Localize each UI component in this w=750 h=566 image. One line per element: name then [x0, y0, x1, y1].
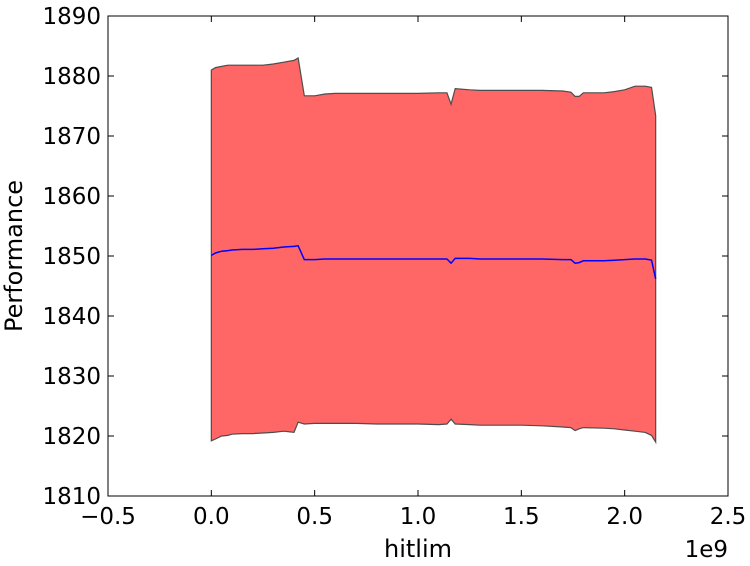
y-tick-label: 1850 [42, 244, 101, 270]
x-tick-labels: −0.5 0.0 0.5 1.0 1.5 2.0 2.5 [80, 504, 746, 530]
mean-line [210, 244, 657, 279]
y-tick-label: 1810 [42, 484, 101, 510]
band-layer [210, 57, 657, 445]
x-tick-label: 1.5 [503, 504, 540, 530]
x-tick-label: 1.0 [400, 504, 437, 530]
x-tick-label: 2.5 [710, 504, 747, 530]
mean-layer [210, 244, 657, 279]
x-tick-label: 0.5 [296, 504, 333, 530]
x-tick-label: −0.5 [80, 504, 136, 530]
tick-layer [107, 15, 729, 497]
x-tick-label: 0.0 [193, 504, 230, 530]
y-tick-label: 1860 [42, 184, 101, 210]
y-tick-label: 1870 [42, 124, 101, 150]
confidence-band [210, 57, 657, 445]
y-tick-label: 1830 [42, 364, 101, 390]
y-tick-label: 1890 [42, 4, 101, 30]
y-tick-labels: 1810 1820 1830 1840 1850 1860 1870 1880 1890 [42, 4, 101, 510]
y-tick-label: 1880 [42, 64, 101, 90]
y-tick-label: 1820 [42, 424, 101, 450]
y-axis-label: Performance [0, 180, 28, 332]
x-tick-label: 2.0 [606, 504, 643, 530]
x-axis-offset-label: 1e9 [685, 537, 728, 563]
x-axis-label: hitlim [384, 535, 452, 563]
y-tick-label: 1840 [42, 304, 101, 330]
